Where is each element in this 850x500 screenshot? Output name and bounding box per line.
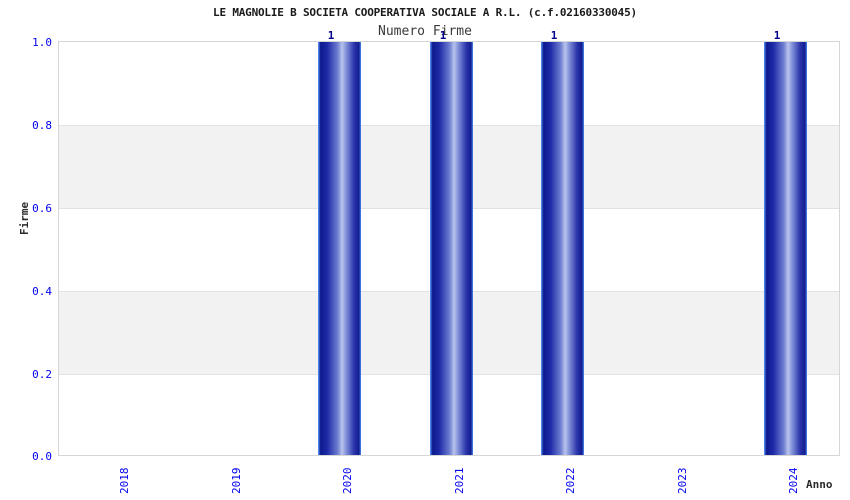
y-tick-0.6: 0.6 (32, 202, 52, 215)
bar-label-2024: 1 (773, 29, 781, 42)
bar-2022[interactable] (541, 42, 584, 455)
bar-2021[interactable] (430, 42, 473, 455)
y-axis-label: Firme (18, 201, 31, 235)
y-tick-0.8: 0.8 (32, 119, 52, 132)
y-tick-0.4: 0.4 (32, 285, 52, 298)
x-tick-2022: 2022 (564, 467, 577, 495)
plot-area (58, 41, 840, 456)
bar-2020[interactable] (318, 42, 361, 455)
x-tick-2019: 2019 (230, 467, 243, 495)
x-tick-2020: 2020 (341, 467, 354, 495)
bar-2024[interactable] (764, 42, 807, 455)
x-tick-2021: 2021 (453, 467, 466, 495)
x-tick-2023: 2023 (676, 467, 689, 495)
bar-label-2022: 1 (550, 29, 558, 42)
x-tick-2024: 2024 (787, 467, 800, 495)
y-tick-0.0: 0.0 (32, 450, 52, 463)
x-axis-label: Anno (806, 478, 833, 491)
bar-label-2020: 1 (327, 29, 335, 42)
x-tick-2018: 2018 (118, 467, 131, 495)
y-tick-0.2: 0.2 (32, 368, 52, 381)
chart-title: LE MAGNOLIE B SOCIETA COOPERATIVA SOCIAL… (213, 6, 637, 19)
bar-label-2021: 1 (439, 29, 447, 42)
chart-subtitle: Numero Firme (378, 24, 472, 39)
